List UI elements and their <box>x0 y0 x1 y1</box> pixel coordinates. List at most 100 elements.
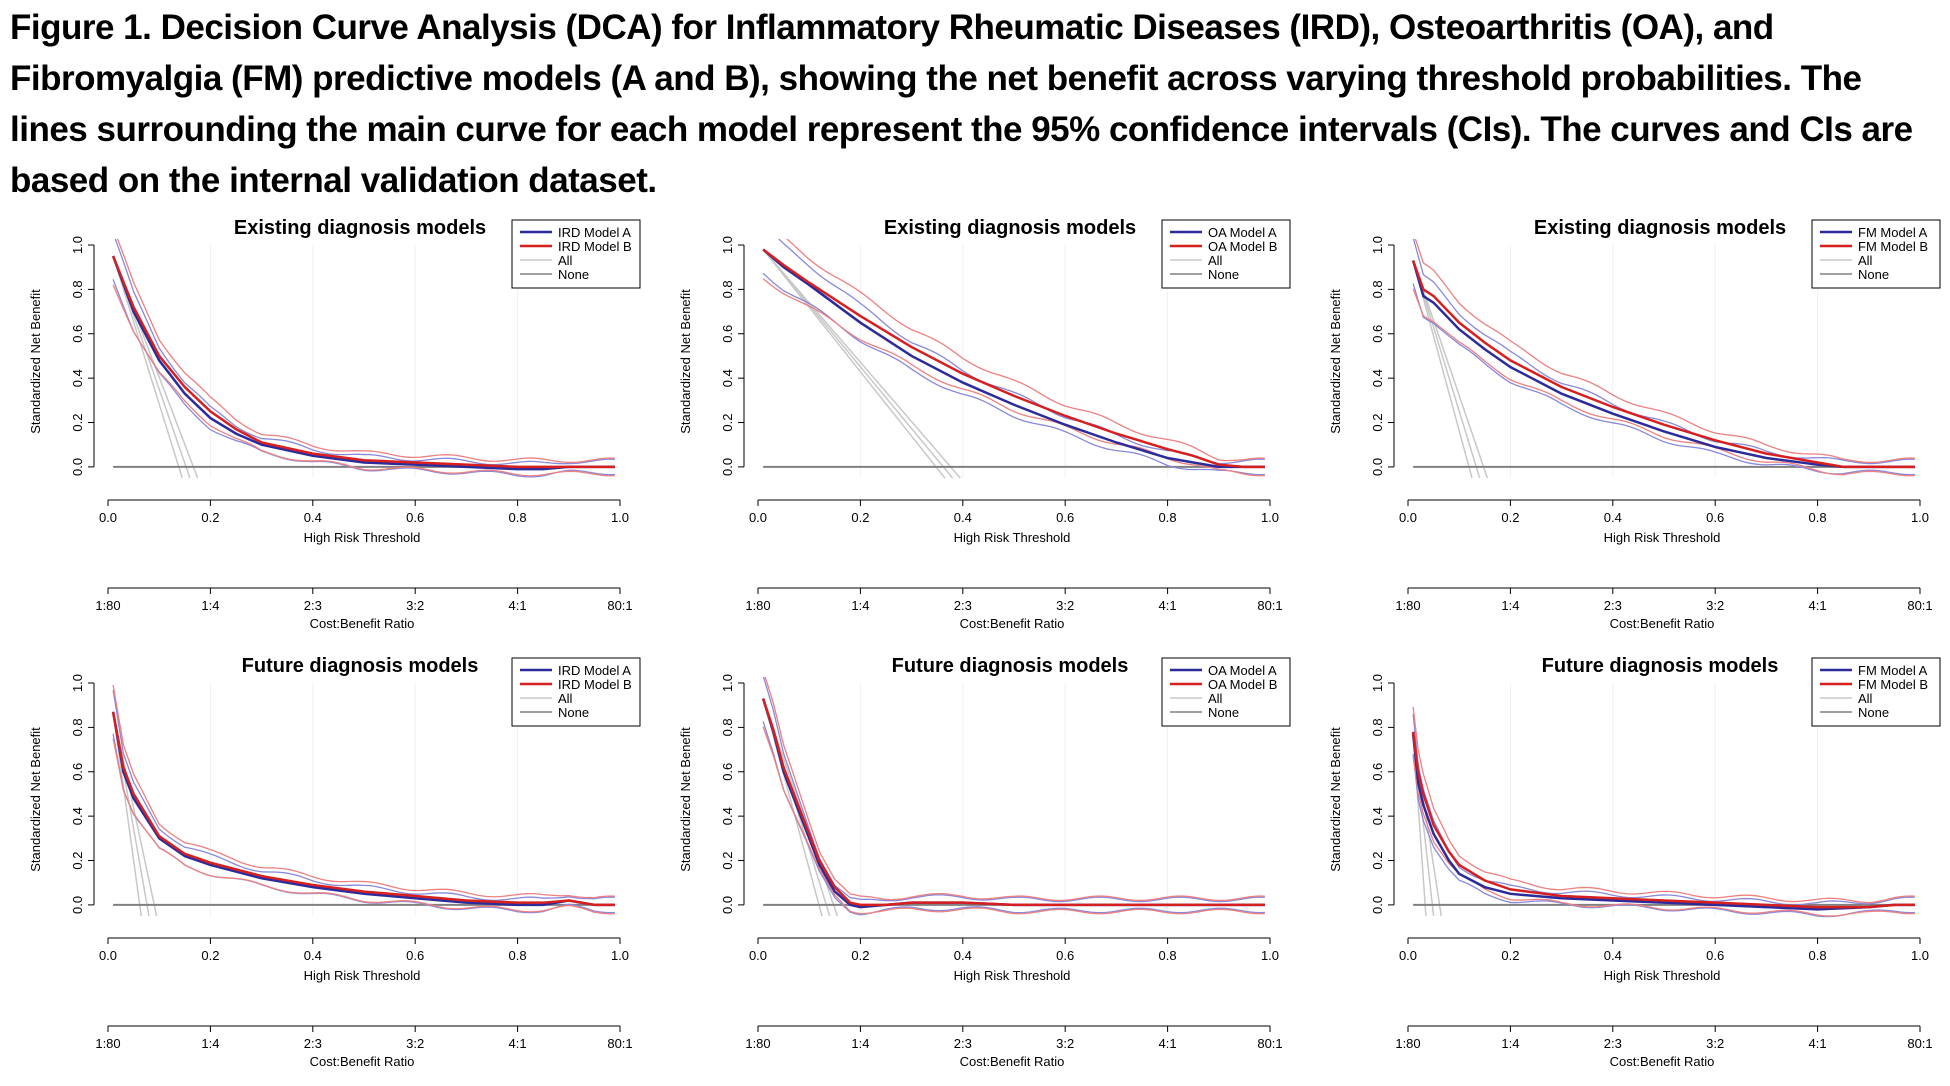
legend-label: FM Model A <box>1858 663 1928 678</box>
chart-title: Existing diagnosis models <box>1534 217 1786 239</box>
dca-panel-3: Existing diagnosis models 0.0 0.2 0.4 0.6 0.8… <box>1328 217 1941 631</box>
ci-lower-line <box>1412 288 1915 477</box>
x2-tick-label: 2:3 <box>304 598 322 613</box>
legend-label: FM Model A <box>1858 225 1928 240</box>
x-tick-label: 1.0 <box>611 510 629 525</box>
legend-label: OA Model A <box>1208 663 1277 678</box>
legend-label: All <box>1858 253 1873 268</box>
y-tick-label: 0.8 <box>70 718 85 736</box>
plot-area <box>111 239 615 479</box>
x-tick-label: 0.8 <box>1159 948 1177 963</box>
ci-lower-line <box>762 272 1265 476</box>
y-tick-label: 0.2 <box>720 413 735 431</box>
x-tick-label: 0.6 <box>406 510 424 525</box>
ci-upper-line <box>114 239 615 466</box>
legend-label: IRD Model B <box>558 677 632 692</box>
series-line-model-b <box>761 698 1265 907</box>
x2-tick-label: 1:80 <box>1395 1036 1420 1051</box>
y-tick-label: 0.8 <box>1370 280 1385 298</box>
legend-label: IRD Model B <box>558 239 632 254</box>
legend-label: All <box>558 253 573 268</box>
all-line <box>1412 260 1489 479</box>
ci-upper-line <box>1412 239 1915 465</box>
legend-label: OA Model B <box>1208 239 1277 254</box>
x2-tick-label: 1:4 <box>201 598 219 613</box>
y-tick-label: 0.0 <box>70 896 85 914</box>
legend-box <box>511 219 641 289</box>
x-tick-label: 0.8 <box>509 948 527 963</box>
legend-label: All <box>1858 691 1873 706</box>
y-tick-label: 0.2 <box>1370 851 1385 869</box>
x2-tick-label: 3:2 <box>406 598 424 613</box>
legend-label: OA Model A <box>1208 225 1277 240</box>
x2-axis-label: Cost:Benefit Ratio <box>1610 616 1715 631</box>
ci-upper-line <box>1412 713 1915 906</box>
x-tick-label: 0.0 <box>99 510 117 525</box>
x-tick-label: 0.4 <box>1604 510 1622 525</box>
chart-title: Existing diagnosis models <box>234 217 486 239</box>
series-line-model-a <box>111 711 615 907</box>
x-tick-label: 0.6 <box>1056 510 1074 525</box>
x2-tick-label: 80:1 <box>1907 598 1932 613</box>
x2-tick-label: 2:3 <box>1604 598 1622 613</box>
chart-title: Future diagnosis models <box>242 655 479 677</box>
dca-figure: Existing diagnosis models 0.0 0.2 0.4 0.6 0.8… <box>28 217 1941 1069</box>
ci-upper-line <box>112 689 615 902</box>
x-axis-label: High Risk Threshold <box>1604 530 1721 545</box>
x-tick-label: 0.0 <box>1399 948 1417 963</box>
x2-tick-label: 80:1 <box>1257 598 1282 613</box>
y-tick-label: 0.6 <box>1370 325 1385 343</box>
legend-label: All <box>1208 691 1223 706</box>
x2-tick-label: 80:1 <box>607 598 632 613</box>
y-tick-label: 1.0 <box>720 674 735 692</box>
x2-tick-label: 4:1 <box>509 1036 527 1051</box>
x2-axis-label: Cost:Benefit Ratio <box>1610 1054 1715 1069</box>
plot-area <box>762 239 1265 479</box>
y-tick-label: 0.0 <box>70 458 85 476</box>
y-tick-label: 1.0 <box>70 674 85 692</box>
y-tick-label: 0.4 <box>70 369 85 387</box>
y-tick-label: 1.0 <box>1370 674 1385 692</box>
y-tick-label: 0.0 <box>1370 458 1385 476</box>
legend-label: None <box>1858 267 1889 282</box>
x-tick-label: 0.8 <box>1809 948 1827 963</box>
x2-tick-label: 1:4 <box>851 1036 869 1051</box>
y-tick-label: 0.2 <box>1370 413 1385 431</box>
y-tick-label: 0.6 <box>70 763 85 781</box>
y-tick-label: 0.8 <box>720 718 735 736</box>
x2-axis-label: Cost:Benefit Ratio <box>960 616 1065 631</box>
chart-title: Future diagnosis models <box>1542 655 1779 677</box>
y-tick-label: 0.6 <box>720 763 735 781</box>
y-axis-label: Standardized Net Benefit <box>28 289 43 434</box>
y-tick-label: 0.4 <box>1370 807 1385 825</box>
x2-tick-label: 4:1 <box>1809 598 1827 613</box>
x-tick-label: 0.4 <box>304 948 322 963</box>
y-tick-label: 1.0 <box>1370 236 1385 254</box>
series-line-model-a <box>762 248 1265 469</box>
x-tick-label: 0.4 <box>304 510 322 525</box>
ci-lower-line <box>112 284 615 477</box>
y-tick-label: 1.0 <box>70 236 85 254</box>
chart-title: Future diagnosis models <box>892 655 1129 677</box>
ci-lower-line <box>112 279 615 478</box>
plot-area <box>1411 683 1915 918</box>
ci-lower-line <box>112 738 615 915</box>
y-axis-label: Standardized Net Benefit <box>678 727 693 872</box>
x2-tick-label: 1:4 <box>1501 1036 1519 1051</box>
x2-tick-label: 1:4 <box>201 1036 219 1051</box>
ci-upper-line <box>785 239 1265 462</box>
y-tick-label: 0.8 <box>70 280 85 298</box>
x-tick-label: 0.2 <box>851 948 869 963</box>
y-axis-label: Standardized Net Benefit <box>1328 289 1343 434</box>
series-line-model-b <box>111 711 615 907</box>
y-tick-label: 0.8 <box>1370 718 1385 736</box>
x2-tick-label: 4:1 <box>1159 598 1177 613</box>
x-tick-label: 0.6 <box>1706 510 1724 525</box>
x2-tick-label: 2:3 <box>954 598 972 613</box>
all-line <box>112 255 183 479</box>
ci-upper-line <box>762 677 1265 903</box>
x-tick-label: 0.0 <box>1399 510 1417 525</box>
x2-tick-label: 2:3 <box>954 1036 972 1051</box>
